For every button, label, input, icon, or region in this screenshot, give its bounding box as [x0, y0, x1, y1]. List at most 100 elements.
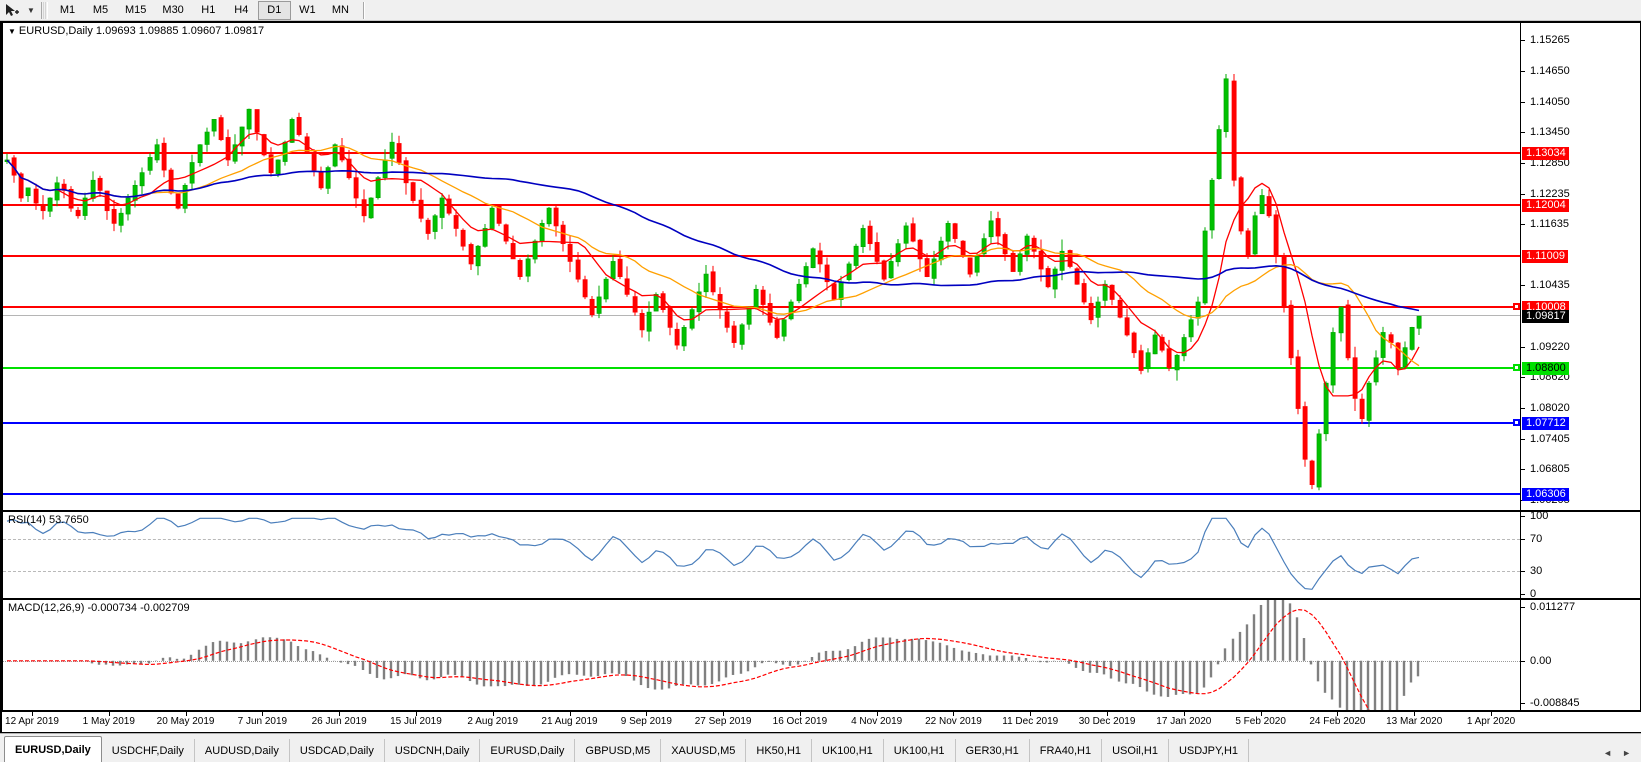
time-tickmark-3	[262, 712, 264, 716]
macd-tick-0: 0.011277	[1521, 601, 1640, 614]
level-handle-1-10008[interactable]	[1513, 302, 1520, 310]
price-axis[interactable]: 1.15265 1.14650 1.14050 1.13450 1.12850 1.122…	[1520, 23, 1640, 510]
level-line-1-09817[interactable]	[3, 315, 1520, 317]
time-tickmark-2	[185, 712, 187, 716]
timeframe-button-d1[interactable]: D1	[257, 0, 291, 20]
timeframe-button-m5[interactable]: M5	[92, 4, 109, 16]
time-tickmark-11	[876, 712, 878, 716]
chart-tab-11[interactable]: GER30,H1	[956, 739, 1030, 762]
scroll-right-icon[interactable]: ►	[1622, 748, 1631, 758]
time-tick-6: 2 Aug 2019	[467, 716, 519, 727]
rsi-plot-area[interactable]	[3, 512, 1520, 598]
last-price-label[interactable]: 1.09817	[1522, 310, 1569, 324]
chart-tab-12[interactable]: FRA40,H1	[1030, 739, 1103, 762]
time-tickmark-13	[1030, 712, 1032, 716]
level-price-label-0[interactable]: 1.13034	[1522, 147, 1569, 161]
price-pane-header: ▼ EURUSD,Daily 1.09693 1.09885 1.09607 1.…	[8, 25, 264, 37]
chart-tab-2[interactable]: AUDUSD,Daily	[195, 739, 290, 762]
time-tickmark-19	[1491, 712, 1492, 716]
rsi-level-70	[3, 539, 1520, 541]
rsi-pane[interactable]: RSI(14) 53.7650 100 70 30 0	[2, 511, 1641, 599]
rsi-axis[interactable]: 100 70 30 0	[1520, 512, 1640, 598]
collapse-triangle-icon[interactable]: ▼	[8, 27, 16, 36]
chart-tab-14[interactable]: USDJPY,H1	[1169, 739, 1250, 762]
chart-tab-9[interactable]: UK100,H1	[812, 739, 884, 762]
chart-tab-13[interactable]: USOil,H1	[1102, 739, 1169, 762]
time-tick-5: 15 Jul 2019	[390, 716, 442, 727]
chart-window[interactable]: ▼ EURUSD,Daily 1.09693 1.09885 1.09607 1.…	[0, 21, 1641, 733]
tab-list: EURUSD,Daily USDCHF,Daily AUDUSD,Daily USDC…	[4, 736, 1250, 762]
macd-axis[interactable]: 0.011277 0.00 -0.008845	[1520, 600, 1640, 710]
rsi-tick-1: 70	[1521, 533, 1640, 546]
level-line-1-13034[interactable]	[3, 152, 1520, 155]
macd-pane-header: MACD(12,26,9) -0.000734 -0.002709	[8, 602, 190, 614]
level-line-1-06306[interactable]	[3, 493, 1520, 496]
cursor-icon[interactable]	[2, 1, 24, 20]
time-tickmark-5	[415, 712, 417, 716]
chart-tab-3[interactable]: USDCAD,Daily	[290, 739, 385, 762]
time-tick-7: 21 Aug 2019	[541, 716, 598, 727]
rsi-tick-0: 100	[1521, 512, 1640, 523]
chart-tab-10[interactable]: UK100,H1	[884, 739, 956, 762]
macd-pane[interactable]: MACD(12,26,9) -0.000734 -0.002709 0.0112…	[2, 599, 1641, 711]
timeframe-button-mn[interactable]: MN	[331, 4, 349, 16]
moving-average-2	[6, 159, 1420, 312]
price-tick-12: 1.06805	[1521, 463, 1640, 476]
chart-tab-4[interactable]: USDCNH,Daily	[385, 739, 481, 762]
price-tick-0: 1.15265	[1521, 34, 1640, 47]
level-line-1-08800[interactable]	[3, 366, 1520, 369]
level-price-label-6[interactable]: 1.07712	[1522, 417, 1569, 431]
level-line-1-07712[interactable]	[3, 422, 1520, 425]
moving-average-0	[6, 132, 1420, 397]
macd-tick-1: 0.00	[1521, 655, 1640, 668]
time-tick-12: 22 Nov 2019	[925, 716, 982, 727]
chart-tabbar: EURUSD,Daily USDCHF,Daily AUDUSD,Daily USDC…	[0, 733, 1641, 762]
time-tickmark-10	[799, 712, 801, 716]
level-line-1-10008[interactable]	[3, 305, 1520, 308]
price-tick-7: 1.10435	[1521, 279, 1640, 292]
level-price-label-7[interactable]: 1.06306	[1522, 488, 1569, 502]
chart-tab-0[interactable]: EURUSD,Daily	[4, 736, 102, 762]
chart-tab-5[interactable]: EURUSD,Daily	[480, 739, 576, 762]
level-line-1-12004[interactable]	[3, 204, 1520, 207]
time-tickmark-17	[1337, 712, 1339, 716]
timeframe-button-m1[interactable]: M1	[59, 4, 76, 16]
level-handle-1-07712[interactable]	[1513, 419, 1520, 427]
timeframe-button-m15[interactable]: M15	[125, 4, 147, 16]
time-tickmark-1	[108, 712, 110, 716]
rsi-pane-header: RSI(14) 53.7650	[8, 514, 89, 526]
chart-tab-6[interactable]: GBPUSD,M5	[575, 739, 662, 762]
level-price-label-5[interactable]: 1.08800	[1522, 361, 1569, 375]
scroll-left-icon[interactable]: ◄	[1603, 748, 1613, 758]
time-axis[interactable]: 12 Apr 2019 1 May 2019 20 May 2019 7 Jun 20…	[2, 711, 1641, 732]
rsi-tick-2: 30	[1521, 565, 1640, 578]
timeframe-button-h4[interactable]: H4	[234, 4, 249, 16]
chevron-down-icon[interactable]: ▼	[27, 5, 35, 15]
timeframe-button-m30[interactable]: M30	[162, 4, 184, 16]
time-tick-13: 11 Dec 2019	[1002, 716, 1059, 727]
time-tickmark-6	[492, 712, 494, 716]
price-pane[interactable]: ▼ EURUSD,Daily 1.09693 1.09885 1.09607 1.…	[2, 22, 1641, 511]
price-tick-5: 1.12235	[1521, 188, 1640, 201]
level-price-label-2[interactable]: 1.11009	[1522, 249, 1568, 263]
time-tick-0: 12 Apr 2019	[5, 716, 59, 727]
rsi-level-30	[3, 570, 1520, 572]
chart-tab-1[interactable]: USDCHF,Daily	[102, 739, 195, 762]
chart-tab-8[interactable]: HK50,H1	[746, 739, 813, 762]
time-tick-18: 13 Mar 2020	[1386, 716, 1443, 727]
time-tick-9: 27 Sep 2019	[694, 716, 752, 727]
level-line-1-11009[interactable]	[3, 254, 1520, 257]
level-handle-1-08800[interactable]	[1513, 363, 1520, 371]
price-tick-10: 1.08020	[1521, 402, 1640, 415]
macd-plot-area[interactable]	[3, 600, 1520, 710]
chart-tab-7[interactable]: XAUUSD,M5	[661, 739, 747, 762]
tab-scroll-controls: ◄ ►	[1603, 748, 1641, 762]
price-plot-area[interactable]	[3, 23, 1520, 510]
time-tickmark-0	[32, 712, 33, 716]
timeframe-button-w1[interactable]: W1	[299, 4, 316, 16]
toolbar-grip	[41, 1, 48, 19]
timeframe-button-h1[interactable]: H1	[201, 4, 216, 16]
time-tickmark-7	[569, 712, 571, 716]
time-tick-2: 20 May 2019	[156, 716, 215, 727]
level-price-label-1[interactable]: 1.12004	[1522, 199, 1569, 213]
